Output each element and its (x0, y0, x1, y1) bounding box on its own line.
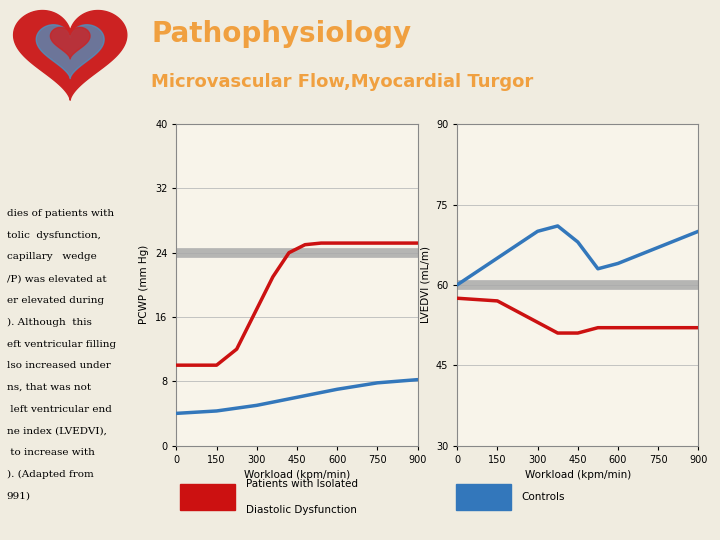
Text: ). (Adapted from: ). (Adapted from (6, 470, 94, 480)
Text: Pathophysiology: Pathophysiology (151, 19, 411, 48)
Text: to increase with: to increase with (6, 448, 94, 457)
Text: Microvascular Flow,Myocardial Turgor: Microvascular Flow,Myocardial Turgor (151, 73, 534, 91)
Text: dies of patients with: dies of patients with (6, 209, 114, 218)
Polygon shape (14, 10, 127, 100)
Polygon shape (50, 28, 90, 59)
Text: ). Although  this: ). Although this (6, 318, 91, 327)
Text: tolic  dysfunction,: tolic dysfunction, (6, 231, 101, 240)
Text: ns, that was not: ns, that was not (6, 383, 91, 392)
Y-axis label: LVEDVI (mL/m): LVEDVI (mL/m) (420, 246, 430, 323)
Text: er elevated during: er elevated during (6, 296, 104, 305)
Text: left ventricular end: left ventricular end (6, 405, 112, 414)
Polygon shape (36, 25, 104, 78)
Text: Controls: Controls (522, 492, 565, 502)
Text: Patients with Isolated: Patients with Isolated (246, 479, 359, 489)
Text: Diastolic Dysfunction: Diastolic Dysfunction (246, 505, 357, 515)
Text: eft ventricular filling: eft ventricular filling (6, 340, 116, 349)
Y-axis label: PCWP (mm Hg): PCWP (mm Hg) (140, 245, 150, 325)
Text: capillary   wedge: capillary wedge (6, 252, 96, 261)
Text: ne index (LVEDVI),: ne index (LVEDVI), (6, 427, 107, 436)
Text: /P) was elevated at: /P) was elevated at (6, 274, 107, 283)
Bar (456, 484, 510, 510)
Bar (180, 484, 235, 510)
Text: 991): 991) (6, 492, 31, 501)
X-axis label: Workload (kpm/min): Workload (kpm/min) (525, 470, 631, 480)
Text: lso increased under: lso increased under (6, 361, 110, 370)
X-axis label: Workload (kpm/min): Workload (kpm/min) (244, 470, 350, 480)
